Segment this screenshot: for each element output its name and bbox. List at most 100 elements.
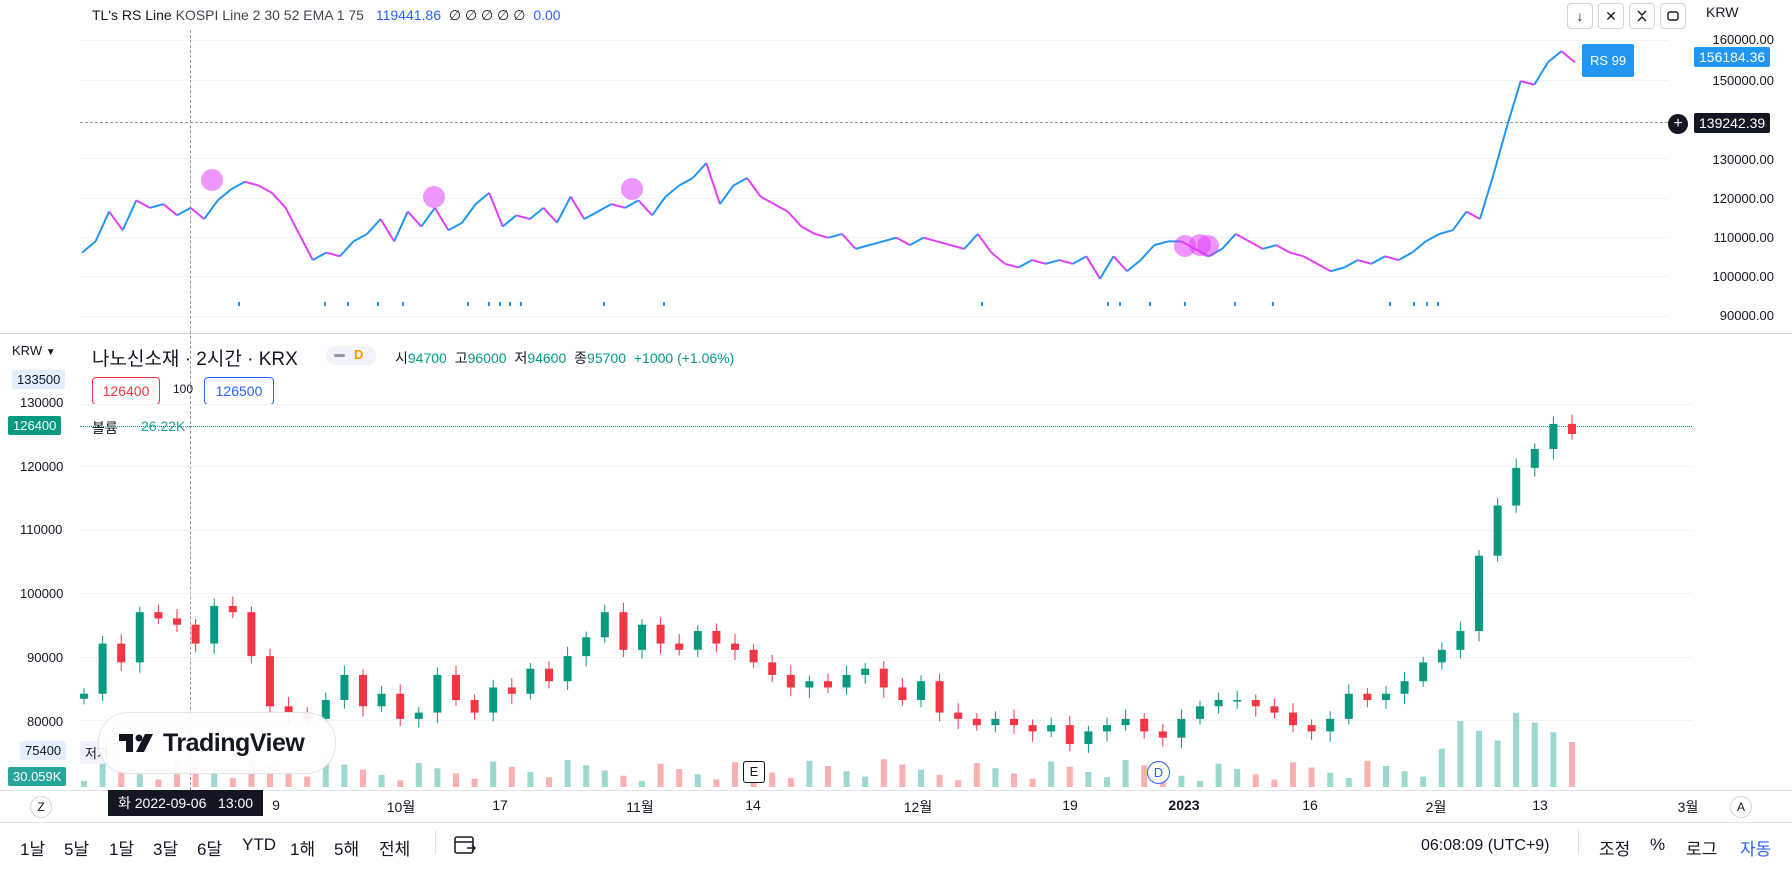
rs-line-segment xyxy=(434,207,450,231)
indicator-value: 119441.86 xyxy=(375,7,441,23)
rs-line-segment xyxy=(244,180,259,187)
dividend-marker[interactable]: D xyxy=(1147,761,1170,784)
close-label: 종 xyxy=(574,350,588,366)
rs-line-segment xyxy=(284,207,301,235)
range-5d[interactable]: 5날 xyxy=(64,840,90,859)
candle-body xyxy=(1103,725,1111,732)
volume-bar xyxy=(899,764,906,787)
rs-line-segment xyxy=(569,196,586,220)
rs-line-segment xyxy=(189,207,205,220)
volume-bar xyxy=(620,775,627,787)
rs-line-segment xyxy=(516,214,531,220)
rs-line-segment xyxy=(733,177,748,187)
candle-body xyxy=(1140,718,1149,732)
volume-bar xyxy=(211,772,218,787)
candle-body xyxy=(117,643,126,663)
volume-bar xyxy=(1048,761,1055,787)
date-range-icon[interactable] xyxy=(453,834,477,861)
currency-menu[interactable]: KRW ▼ xyxy=(12,343,56,358)
log-toggle[interactable]: 로그 xyxy=(1686,840,1718,859)
time-tick: 14 xyxy=(745,797,761,813)
volume-bar xyxy=(1401,771,1408,787)
volume-bar xyxy=(285,771,292,787)
rs-line-segment xyxy=(135,199,151,209)
close-icon[interactable]: ✕ xyxy=(1598,3,1624,29)
volume-tag: 30.059K xyxy=(8,767,67,786)
add-alert-icon[interactable]: + xyxy=(1668,114,1688,134)
rs-line-segment xyxy=(162,203,178,217)
volume-bar xyxy=(267,766,273,787)
range-1y[interactable]: 1해 xyxy=(290,840,316,859)
symbol-legend[interactable]: 나노신소재 · 2시간 · KRX xyxy=(92,344,298,371)
volume-bar xyxy=(155,779,162,787)
time-tick: 17 xyxy=(492,797,508,813)
close-value: 95700 xyxy=(587,350,626,366)
range-1m[interactable]: 1달 xyxy=(109,840,135,859)
candle-body xyxy=(154,612,163,619)
range-3m[interactable]: 3달 xyxy=(153,840,179,859)
candle-body xyxy=(321,700,330,719)
ohlc-legend: 시94700 고96000 저94600 종95700 +1000 (+1.06… xyxy=(395,348,734,368)
rs-line-segment xyxy=(1547,50,1563,64)
rs-line-segment xyxy=(1303,255,1318,265)
candle-body xyxy=(1121,718,1130,726)
arrow-down-icon[interactable]: ↓ xyxy=(1567,3,1593,29)
rs-line-segment xyxy=(1520,80,1535,86)
candle-body xyxy=(1568,423,1576,434)
adjust-toggle[interactable]: 조정 xyxy=(1599,840,1631,859)
candle-body xyxy=(656,624,665,644)
volume-bar xyxy=(1513,712,1520,787)
rs-line-segment xyxy=(1384,255,1399,262)
rs-line-segment xyxy=(773,203,789,213)
earnings-marker[interactable]: E xyxy=(743,761,765,783)
volume-bar xyxy=(1569,742,1575,787)
candle-body xyxy=(768,662,777,675)
rs-line-segment xyxy=(556,196,572,224)
crosshair-horizontal xyxy=(80,122,1668,123)
range-6m[interactable]: 6달 xyxy=(197,840,223,859)
rs-line-segment xyxy=(895,236,911,247)
range-1d[interactable]: 1날 xyxy=(20,840,46,859)
volume-bar xyxy=(936,775,943,787)
data-source-badge[interactable]: D xyxy=(326,346,376,365)
volume-bar xyxy=(732,762,738,787)
rs-line-segment xyxy=(597,203,612,213)
a-button[interactable]: A xyxy=(1730,796,1752,818)
collapse-icon[interactable] xyxy=(1629,3,1655,29)
rs-line-segment xyxy=(298,233,314,261)
crosshair-price-tag: 139242.39 xyxy=(1694,113,1771,133)
rs-line-chart xyxy=(81,50,1576,306)
volume-bar xyxy=(1271,779,1278,787)
candle-body xyxy=(1010,718,1018,726)
rs-line-segment xyxy=(407,210,423,228)
clock[interactable]: 06:08:09 (UTC+9) xyxy=(1421,837,1550,854)
candle-body xyxy=(1549,423,1558,450)
rs-line-segment xyxy=(1262,244,1277,250)
time-tick: 10월 xyxy=(386,799,416,815)
volume-bar xyxy=(1550,732,1557,787)
candle-body xyxy=(359,674,367,707)
indicator-scale-label: 150000.00 xyxy=(1712,73,1774,88)
tradingview-logo[interactable]: TradingView xyxy=(98,712,336,774)
tradingview-logo-icon xyxy=(119,734,153,752)
volume-bar xyxy=(174,762,180,787)
rs-line-segment xyxy=(529,207,545,220)
rs-line-segment xyxy=(1343,259,1359,269)
candle-body xyxy=(879,668,888,688)
volume-bar xyxy=(1476,730,1482,787)
z-button[interactable]: Z xyxy=(30,796,52,818)
volume-bar xyxy=(415,763,422,787)
percent-toggle[interactable]: % xyxy=(1650,835,1666,854)
range-ytd[interactable]: YTD xyxy=(242,835,276,854)
maximize-icon[interactable] xyxy=(1660,3,1686,29)
indicator-scale-label: 90000.00 xyxy=(1719,308,1774,323)
auto-toggle[interactable]: 자동 xyxy=(1740,840,1772,859)
rs-line-segment xyxy=(1492,125,1509,175)
candle-body xyxy=(135,612,144,663)
symbol-title: 나노신소재 · 2시간 · KRX xyxy=(92,349,298,370)
rs-line-segment xyxy=(81,240,97,254)
candle-body xyxy=(1084,731,1093,744)
range-all[interactable]: 전체 xyxy=(379,840,411,859)
range-5y[interactable]: 5해 xyxy=(334,840,360,859)
indicator-legend[interactable]: TL's RS Line KOSPI Line 2 30 52 EMA 1 75… xyxy=(92,7,561,24)
